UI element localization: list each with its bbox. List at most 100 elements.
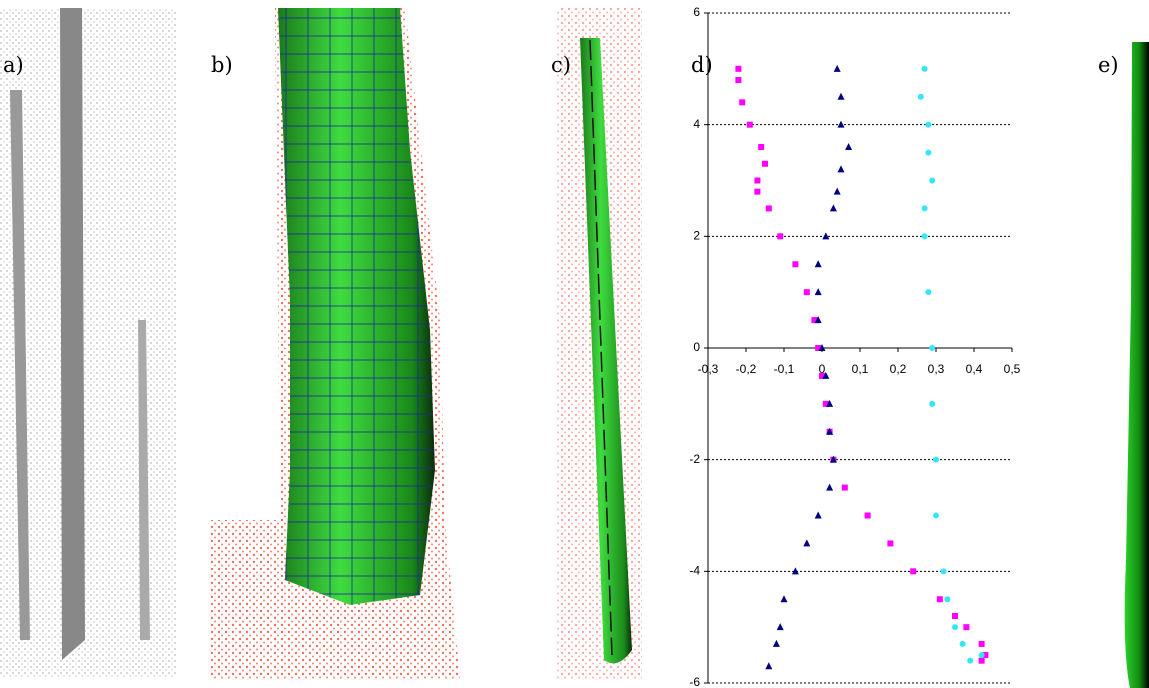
point — [754, 188, 761, 195]
point — [814, 260, 822, 268]
point — [803, 289, 810, 296]
x-tick-label: 0,3 — [928, 362, 945, 376]
panel-label: b) — [211, 53, 233, 77]
panel-e — [1124, 42, 1149, 688]
point — [776, 623, 784, 631]
point — [933, 512, 939, 519]
point — [929, 400, 936, 407]
point — [837, 165, 845, 173]
point — [822, 400, 829, 407]
panel-label: a) — [3, 53, 24, 77]
axis-line — [589, 39, 613, 656]
y-tick-label: -2 — [689, 452, 700, 466]
point — [921, 205, 928, 212]
point — [814, 288, 822, 296]
point — [978, 657, 985, 664]
point — [833, 187, 841, 195]
point — [837, 120, 845, 128]
y-tick-label: 6 — [693, 5, 700, 19]
x-tick-label: -0,2 — [736, 362, 757, 376]
point — [978, 652, 985, 659]
point — [917, 93, 924, 100]
point — [818, 344, 826, 351]
point — [944, 596, 951, 603]
point — [735, 77, 742, 83]
point — [815, 345, 822, 351]
point — [940, 568, 947, 575]
y-tick-label: -6 — [689, 675, 700, 688]
point — [822, 232, 830, 240]
x-tick-label: 0,5 — [1004, 362, 1021, 376]
point — [841, 484, 848, 491]
point — [765, 662, 773, 670]
point — [772, 639, 780, 647]
point — [833, 64, 841, 72]
point — [765, 205, 772, 212]
x-tick-label: 0,2 — [890, 362, 907, 376]
point — [803, 539, 811, 547]
point — [829, 455, 837, 463]
panel-label: c) — [551, 53, 571, 77]
point — [925, 289, 932, 296]
y-tick-label: -4 — [689, 564, 700, 578]
point — [933, 456, 939, 463]
point — [791, 567, 799, 575]
mesh — [278, 8, 435, 605]
point — [826, 427, 834, 435]
point — [739, 99, 746, 106]
point — [967, 657, 974, 664]
point — [929, 345, 936, 351]
point — [819, 372, 825, 379]
point — [929, 177, 936, 184]
point — [792, 261, 799, 268]
point — [780, 595, 788, 603]
point — [887, 540, 894, 547]
point — [822, 371, 830, 379]
point — [754, 177, 761, 184]
point — [864, 512, 871, 519]
point — [826, 399, 834, 407]
x-tick-label: 0 — [819, 362, 826, 376]
point — [735, 65, 742, 72]
cylinder-model — [580, 38, 632, 664]
point — [811, 317, 818, 324]
point — [910, 568, 917, 575]
point — [952, 613, 958, 619]
cylinder-model — [1124, 42, 1149, 688]
point — [925, 121, 932, 128]
point — [762, 160, 768, 167]
y-tick-label: 4 — [693, 117, 700, 131]
point — [952, 624, 958, 631]
point — [982, 652, 989, 659]
point — [845, 143, 853, 150]
point — [963, 624, 970, 631]
panel-c — [557, 8, 642, 680]
x-tick-label: -0,3 — [698, 362, 719, 376]
point — [837, 92, 845, 100]
point — [746, 121, 753, 128]
tree-stem — [60, 8, 85, 660]
y-tick-label: 0 — [693, 340, 700, 354]
panel-label: e) — [1098, 53, 1119, 77]
tree-stem — [138, 320, 150, 640]
point — [936, 596, 943, 603]
point — [921, 233, 928, 240]
point — [777, 233, 784, 240]
point — [959, 640, 966, 647]
x-tick-label: 0,4 — [966, 362, 983, 376]
panel-label: d) — [691, 53, 713, 77]
point — [925, 149, 932, 156]
x-tick-label: -0,1 — [774, 362, 795, 376]
point — [978, 640, 985, 647]
panel-a — [0, 8, 176, 678]
x-tick-label: 0,1 — [852, 362, 869, 376]
panel-b — [210, 8, 460, 680]
tree-stem — [10, 90, 30, 640]
point — [921, 65, 928, 72]
point — [829, 204, 837, 212]
point — [814, 511, 822, 519]
y-tick-label: 2 — [693, 229, 700, 243]
point — [826, 483, 834, 491]
point — [814, 316, 822, 324]
